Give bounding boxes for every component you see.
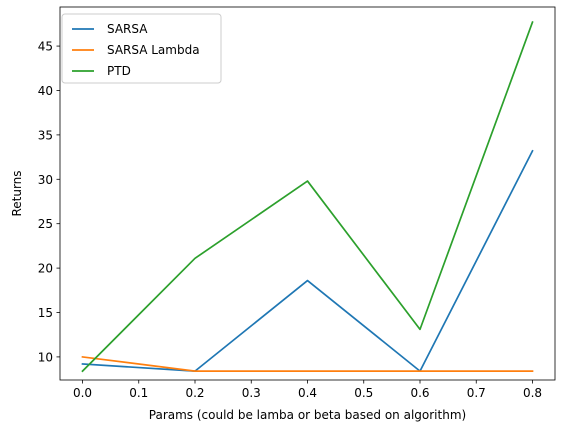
- y-tick-label: 40: [38, 84, 53, 98]
- x-tick-label: 0.1: [129, 386, 148, 400]
- x-tick-label: 0.8: [523, 386, 542, 400]
- series-line-ptd: [81, 21, 534, 373]
- y-axis-label: Returns: [10, 170, 24, 216]
- legend-box: [61, 13, 222, 84]
- legend-label-ptd: PTD: [107, 64, 131, 78]
- x-tick-label: 0.6: [410, 386, 429, 400]
- x-tick-label: 0.7: [467, 386, 486, 400]
- y-tick-label: 10: [38, 350, 53, 364]
- y-tick-label: 35: [38, 128, 53, 142]
- y-tick-label: 45: [38, 40, 53, 54]
- y-tick-label: 25: [38, 217, 53, 231]
- series-layer: [81, 21, 534, 373]
- series-line-sarsa-lambda: [81, 355, 534, 372]
- y-tick-label: 20: [38, 262, 53, 276]
- series-line-sarsa: [81, 149, 534, 372]
- x-axis-label: Params (could be lamba or beta based on …: [149, 408, 466, 422]
- y-tick-label: 15: [38, 306, 53, 320]
- legend-label-sarsa: SARSA: [107, 22, 148, 36]
- y-tick-label: 30: [38, 173, 53, 187]
- legend: SARSA SARSA Lambda PTD: [61, 13, 222, 84]
- x-axis-ticks: 0.0 0.1 0.2 0.3 0.4 0.5 0.6 0.7 0.8: [73, 380, 542, 400]
- x-tick-label: 0.0: [73, 386, 92, 400]
- x-tick-label: 0.5: [354, 386, 373, 400]
- x-tick-label: 0.2: [185, 386, 204, 400]
- x-tick-label: 0.3: [242, 386, 261, 400]
- y-axis-ticks: 10 15 20 25 30 35 40 45: [38, 40, 60, 364]
- x-tick-label: 0.4: [298, 386, 317, 400]
- plot-frame: [59, 6, 556, 381]
- legend-label-sarsa-lambda: SARSA Lambda: [107, 43, 200, 57]
